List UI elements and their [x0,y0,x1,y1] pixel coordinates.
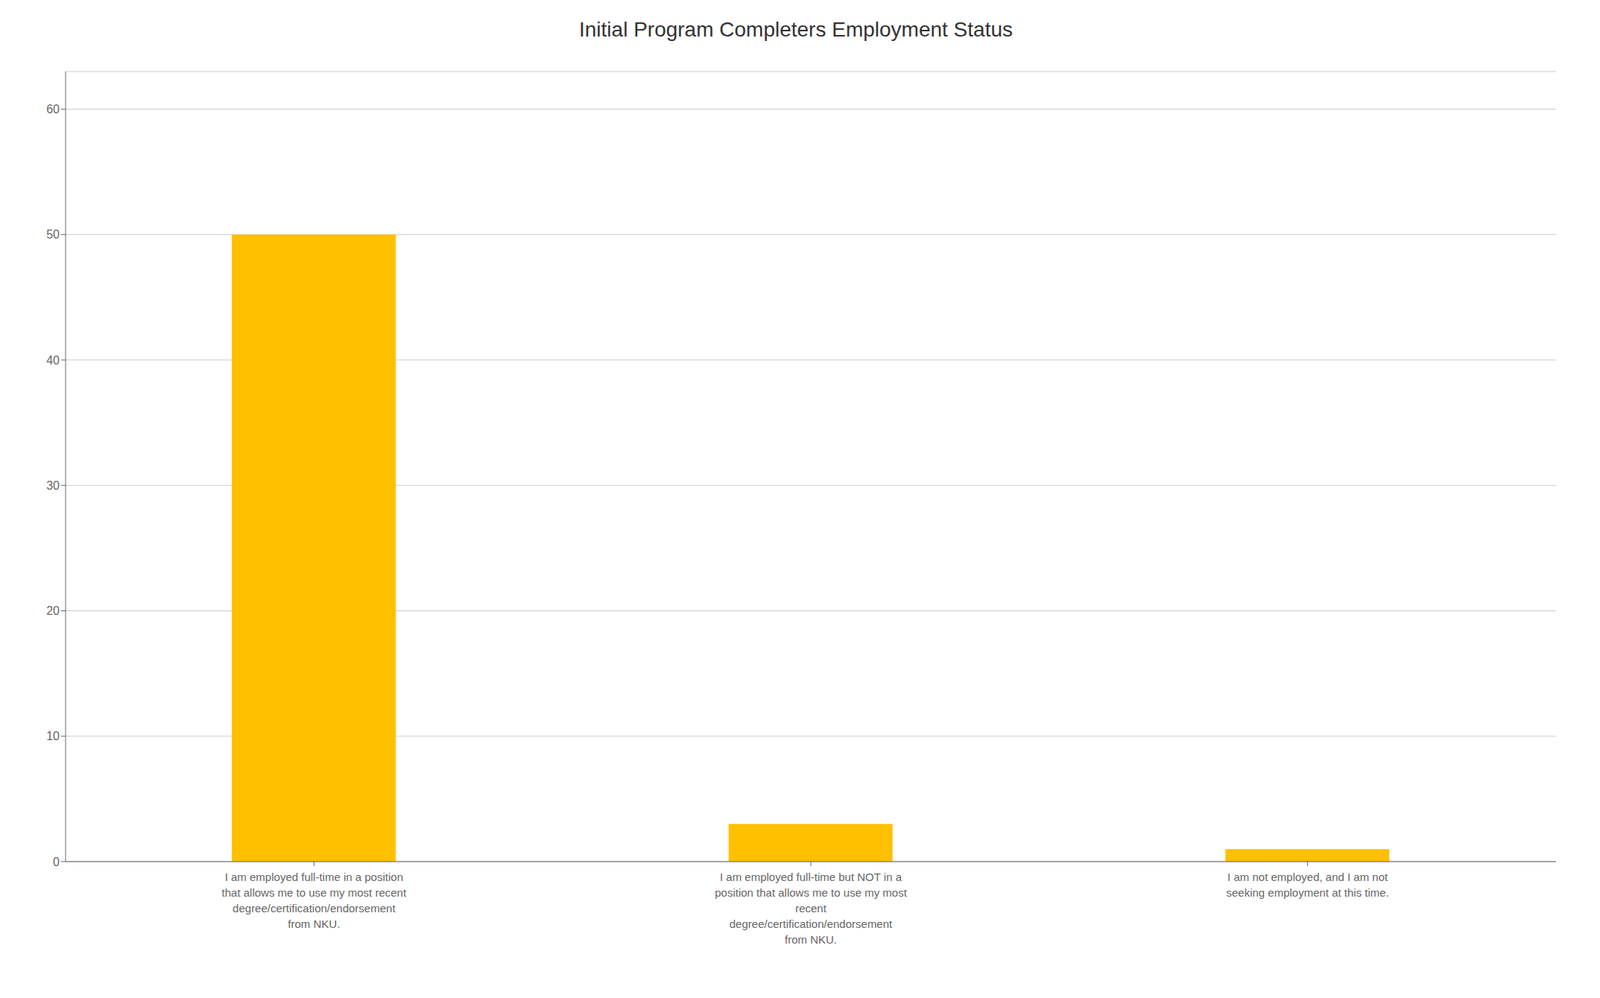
svg-text:I am employed full-time but NO: I am employed full-time but NOT in aposi… [714,870,907,946]
svg-text:10: 10 [46,729,60,743]
svg-text:50: 50 [46,228,60,241]
svg-text:40: 40 [46,353,60,367]
svg-text:60: 60 [46,102,60,116]
svg-text:0: 0 [52,855,60,869]
svg-text:30: 30 [46,479,60,492]
svg-text:I am employed full-time in a p: I am employed full-time in a positiontha… [222,870,407,931]
svg-text:I am not employed, and I am no: I am not employed, and I am notseeking e… [1225,870,1389,899]
svg-text:20: 20 [46,604,60,618]
html-text:Initial Program Completers Emp: Initial Program Completers Employment St… [579,17,1013,41]
